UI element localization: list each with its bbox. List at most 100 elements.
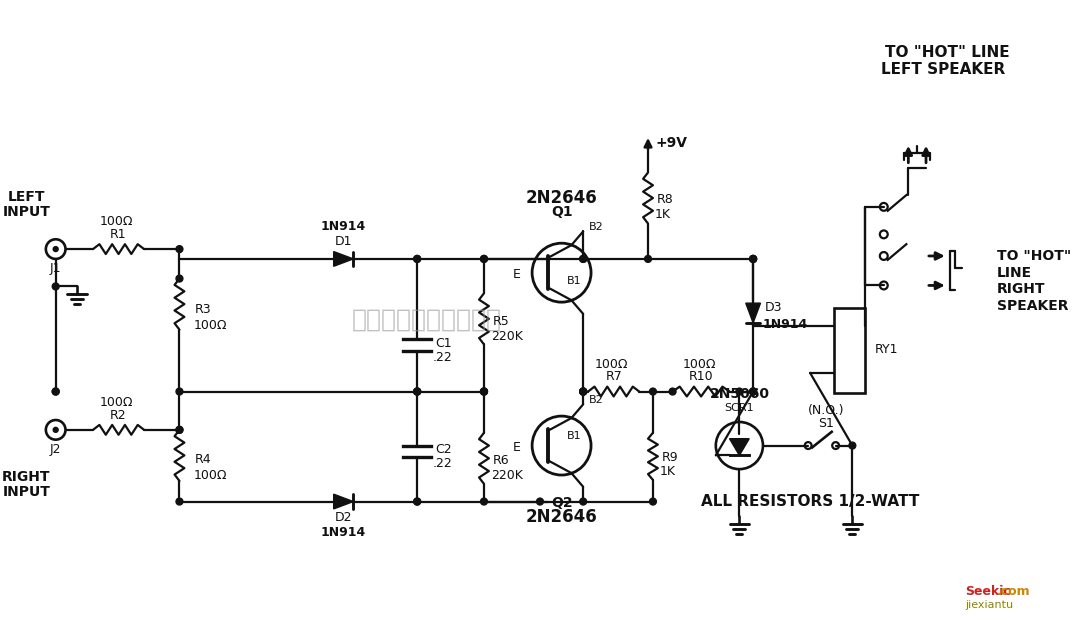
Text: RIGHT: RIGHT — [2, 470, 51, 484]
Circle shape — [580, 388, 586, 395]
Circle shape — [649, 498, 657, 505]
Text: .com: .com — [997, 585, 1031, 598]
Circle shape — [480, 388, 488, 395]
Text: 2N5060: 2N5060 — [709, 388, 770, 402]
Circle shape — [414, 388, 421, 395]
Circle shape — [750, 255, 757, 262]
Text: 1N914: 1N914 — [321, 526, 366, 539]
Text: SPEAKER: SPEAKER — [997, 299, 1068, 313]
Circle shape — [580, 255, 586, 262]
Text: R10: R10 — [688, 370, 713, 383]
Text: 100Ω: 100Ω — [682, 358, 715, 371]
Circle shape — [52, 388, 60, 395]
Text: TO "HOT" LINE: TO "HOT" LINE — [886, 45, 1010, 60]
Text: INPUT: INPUT — [2, 205, 50, 219]
Text: R4: R4 — [195, 453, 211, 466]
Circle shape — [537, 498, 543, 505]
Circle shape — [580, 388, 586, 395]
Circle shape — [580, 498, 586, 505]
Text: .22: .22 — [433, 351, 453, 364]
Text: R8: R8 — [657, 193, 673, 206]
Bar — [834, 308, 865, 392]
Circle shape — [750, 388, 757, 395]
Text: R1: R1 — [111, 228, 127, 241]
Text: Seekic: Seekic — [966, 585, 1011, 598]
Text: LINE: LINE — [997, 266, 1032, 280]
Text: LEFT SPEAKER: LEFT SPEAKER — [880, 62, 1005, 77]
Text: B1: B1 — [567, 275, 581, 286]
Circle shape — [176, 498, 183, 505]
Circle shape — [480, 388, 488, 395]
Text: SCR1: SCR1 — [724, 403, 754, 414]
Circle shape — [414, 388, 421, 395]
Text: R7: R7 — [605, 370, 622, 383]
Text: C1: C1 — [435, 337, 451, 350]
Circle shape — [580, 255, 586, 262]
Circle shape — [176, 427, 183, 433]
Text: 100Ω: 100Ω — [100, 215, 133, 228]
Text: 220K: 220K — [491, 469, 522, 482]
Circle shape — [53, 427, 59, 432]
Circle shape — [849, 442, 855, 449]
Circle shape — [480, 498, 488, 505]
Circle shape — [176, 427, 183, 433]
Text: D3: D3 — [765, 301, 783, 314]
Circle shape — [414, 498, 421, 505]
Polygon shape — [334, 252, 353, 266]
Text: C2: C2 — [435, 443, 451, 456]
Text: B1: B1 — [567, 431, 581, 441]
Circle shape — [750, 388, 757, 395]
Circle shape — [414, 255, 421, 262]
Text: 100Ω: 100Ω — [193, 319, 227, 332]
Text: ALL RESISTORS 1/2-WATT: ALL RESISTORS 1/2-WATT — [701, 494, 919, 509]
Circle shape — [480, 255, 488, 262]
Text: D1: D1 — [335, 235, 352, 248]
Circle shape — [580, 388, 586, 395]
Text: S1: S1 — [818, 417, 834, 430]
Text: J1: J1 — [50, 262, 62, 275]
Circle shape — [480, 255, 488, 262]
Text: E: E — [513, 441, 520, 454]
Text: 100Ω: 100Ω — [100, 396, 133, 409]
Text: 1K: 1K — [660, 464, 675, 477]
Circle shape — [480, 388, 488, 395]
Text: 1N914: 1N914 — [321, 220, 366, 233]
Polygon shape — [730, 439, 749, 455]
Circle shape — [52, 283, 60, 290]
Text: R3: R3 — [195, 304, 211, 316]
Polygon shape — [746, 303, 761, 323]
Circle shape — [176, 275, 183, 282]
Text: 2N2646: 2N2646 — [526, 508, 597, 526]
Text: .22: .22 — [433, 457, 453, 470]
Text: R6: R6 — [493, 454, 509, 467]
Text: LEFT: LEFT — [8, 190, 44, 204]
Text: B2: B2 — [589, 396, 604, 405]
Text: R9: R9 — [661, 451, 679, 464]
Text: 100Ω: 100Ω — [595, 358, 629, 371]
Circle shape — [414, 388, 421, 395]
Circle shape — [580, 388, 586, 395]
Text: D2: D2 — [335, 511, 352, 524]
Text: (N.O.): (N.O.) — [808, 404, 844, 417]
Circle shape — [750, 388, 757, 395]
Circle shape — [669, 388, 676, 395]
Text: Q1: Q1 — [551, 205, 572, 219]
Text: 1N914: 1N914 — [763, 318, 809, 331]
Text: RY1: RY1 — [875, 343, 899, 356]
Text: jiexiantu: jiexiantu — [966, 600, 1014, 609]
Circle shape — [52, 388, 60, 395]
Circle shape — [53, 247, 59, 252]
Text: 100Ω: 100Ω — [193, 469, 227, 482]
Text: 220K: 220K — [491, 330, 522, 343]
Circle shape — [736, 388, 743, 395]
Text: 2N2646: 2N2646 — [526, 189, 597, 207]
Text: R5: R5 — [493, 316, 509, 328]
Text: 1K: 1K — [655, 208, 671, 221]
Text: Q2: Q2 — [551, 495, 572, 510]
Text: INPUT: INPUT — [2, 485, 50, 498]
Circle shape — [414, 498, 421, 505]
Text: B2: B2 — [589, 223, 604, 232]
Text: RIGHT: RIGHT — [997, 282, 1045, 296]
Circle shape — [750, 255, 757, 262]
Text: E: E — [513, 268, 520, 281]
